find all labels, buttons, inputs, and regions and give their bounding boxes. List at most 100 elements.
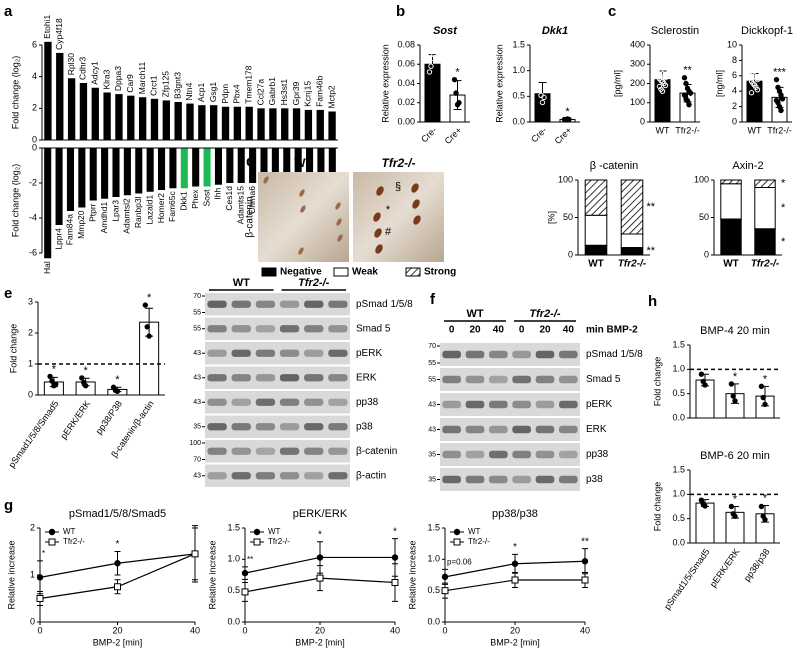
blot-label: pERK	[586, 399, 612, 410]
bar	[316, 109, 324, 140]
blot-band	[304, 325, 324, 333]
legend-marker	[453, 528, 461, 536]
x-tick-label: 40	[580, 625, 590, 635]
y-tick-label: 0	[704, 249, 709, 259]
gene-label: Ccl27a	[255, 79, 265, 106]
y-tick-label: 0	[640, 116, 645, 126]
bar-segment	[754, 187, 776, 230]
stained-cell	[376, 186, 384, 196]
x-tick-label: pp38/p38	[742, 547, 772, 583]
blot-label: ERK	[586, 424, 607, 435]
bar	[257, 108, 265, 140]
legend-label: WT	[468, 527, 481, 536]
data-point	[511, 576, 519, 584]
group-label: WT	[466, 308, 483, 320]
data-point	[702, 503, 708, 509]
blot-band	[255, 472, 276, 480]
panel-label: a	[4, 3, 13, 20]
blot-band	[328, 325, 348, 333]
blot-band	[207, 472, 227, 480]
data-point	[748, 90, 755, 96]
lane-label: 0	[519, 325, 525, 336]
stained-cell	[373, 212, 381, 222]
bar	[237, 148, 245, 183]
data-point	[730, 393, 736, 399]
legend-marker	[253, 528, 261, 536]
x-tick-label: 40	[190, 625, 200, 635]
significance: *	[115, 374, 120, 386]
bar	[89, 148, 97, 201]
mw-marker: 35	[193, 424, 201, 431]
y-tick-label: 0.5	[672, 513, 685, 523]
bar	[328, 111, 336, 140]
blot-band	[279, 398, 300, 406]
y-axis-label: Fold change	[652, 482, 662, 532]
bar	[112, 148, 120, 197]
bar	[56, 52, 64, 140]
blot-band	[207, 374, 227, 382]
data-point	[687, 90, 694, 96]
y-tick-label: 6	[32, 39, 37, 49]
bar	[186, 103, 194, 140]
stained-cell	[298, 247, 304, 255]
mw-marker: 55	[428, 376, 436, 383]
blot-background	[440, 418, 580, 441]
data-point	[732, 398, 738, 404]
y-tick-label: 200	[630, 78, 645, 88]
legend-marker	[48, 538, 56, 546]
blot-band	[231, 398, 251, 406]
gene-label: Lpar3	[110, 200, 120, 222]
y-tick-label: 2	[30, 522, 35, 532]
mw-marker: 70	[193, 293, 201, 300]
blot-band	[255, 423, 276, 431]
legend-label: Tfr2-/-	[63, 537, 85, 546]
micrograph	[353, 172, 444, 262]
data-point	[114, 583, 121, 591]
y-tick-label: 0.0	[672, 537, 685, 547]
blot-background	[440, 443, 580, 466]
bar	[150, 98, 159, 140]
mw-marker: 43	[428, 401, 436, 408]
data-point	[191, 550, 199, 558]
y-tick-label: 1.0	[227, 554, 240, 564]
y-axis-label: Fold change	[8, 324, 18, 374]
data-point	[681, 75, 688, 81]
y-tick-label: 0.06	[397, 59, 415, 69]
blot-band	[512, 400, 531, 409]
bar	[304, 109, 313, 140]
blot-band	[207, 423, 227, 431]
blot-label: β-actin	[356, 470, 386, 481]
y-tick-label: 0.04	[397, 78, 415, 88]
gene-label: B3gnt3	[172, 72, 182, 99]
gene-label: Ces1d	[224, 186, 234, 211]
blot-band	[512, 450, 531, 459]
gene-label: Crct1	[149, 75, 159, 96]
y-axis-label: Fold change (log₂)	[10, 164, 20, 238]
gene-label: Lppr4	[53, 228, 63, 250]
significance: **	[647, 201, 656, 213]
gene-label: Rpl30	[66, 53, 76, 75]
x-tick-label: WT	[656, 125, 670, 135]
blot-band	[255, 325, 276, 333]
legend-label: Negative	[280, 267, 322, 278]
bar	[203, 148, 211, 187]
x-tick-label: Tfr2-/-	[751, 259, 780, 270]
data-point	[754, 76, 761, 83]
blot-band	[328, 374, 348, 382]
y-tick-label: 1.0	[512, 65, 525, 75]
panel-label: e	[4, 285, 12, 302]
data-point	[581, 576, 589, 584]
blot-band	[535, 350, 555, 359]
gene-label: Cdhr3	[78, 57, 88, 80]
mw-marker: 43	[428, 426, 436, 433]
y-tick-label: 0.5	[672, 388, 685, 398]
blot-band	[279, 472, 300, 480]
legend-label: WT	[63, 527, 76, 536]
stained-cell	[263, 176, 269, 184]
bar	[138, 97, 147, 140]
x-tick-label: Tfr2-/-	[675, 125, 700, 135]
stained-cell	[337, 234, 343, 242]
bar	[695, 502, 715, 544]
blot-band	[304, 398, 324, 406]
y-tick-label: 0	[30, 616, 35, 626]
